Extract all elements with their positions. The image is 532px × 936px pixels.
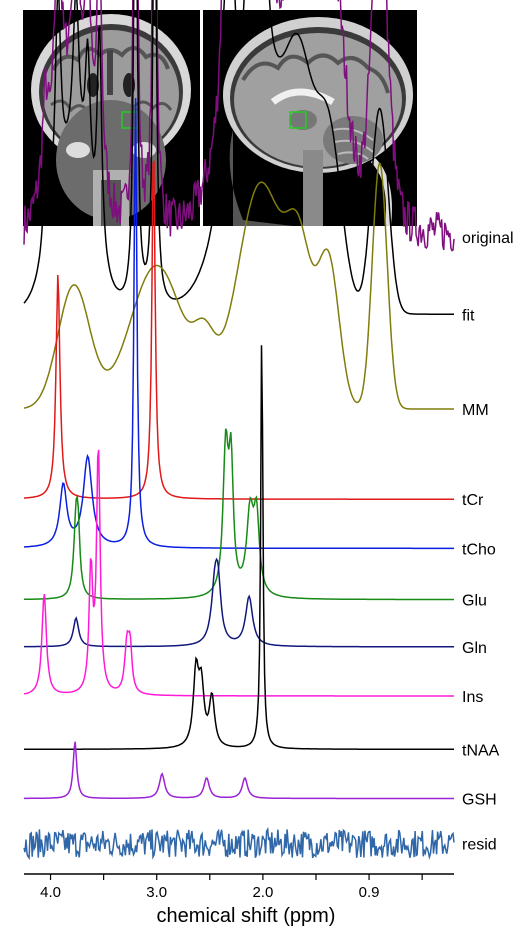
legend-label-tnaa: tNAA (462, 742, 500, 759)
x-tick-label: 3.0 (146, 884, 167, 901)
series-line-resid (23, 826, 455, 861)
series-line-fit (23, 0, 454, 316)
legend-label-mm: MM (462, 402, 489, 419)
series-line-original (23, 0, 455, 252)
series-line-gln (24, 557, 454, 648)
mri-coronal-image (23, 10, 200, 226)
voxel-marker (289, 111, 307, 129)
series-line-mm (23, 162, 454, 410)
legend-label-resid: resid (462, 837, 497, 854)
x-axis-title: chemical shift (ppm) (157, 905, 336, 927)
x-tick-label: 2.0 (252, 884, 273, 901)
legend-label-original: original (462, 230, 514, 247)
legend-label-tcr: tCr (462, 492, 484, 509)
series-line-ins (23, 449, 454, 697)
series-line-tnaa (24, 345, 454, 751)
legend-label-fit: fit (462, 308, 475, 325)
legend-label-tcho: tCho (462, 541, 496, 558)
legend-label-gln: Gln (462, 640, 487, 657)
series-line-glu (24, 428, 454, 601)
x-tick-label: 4.0 (40, 884, 61, 901)
series-line-tcho (23, 98, 454, 550)
legend-label-ins: Ins (462, 689, 483, 706)
x-tick-label: 0.9 (359, 884, 380, 901)
legend-label-glu: Glu (462, 593, 487, 610)
series-line-gsh (24, 741, 454, 800)
series-line-tcr (23, 160, 454, 500)
legend-label-gsh: GSH (462, 792, 497, 809)
